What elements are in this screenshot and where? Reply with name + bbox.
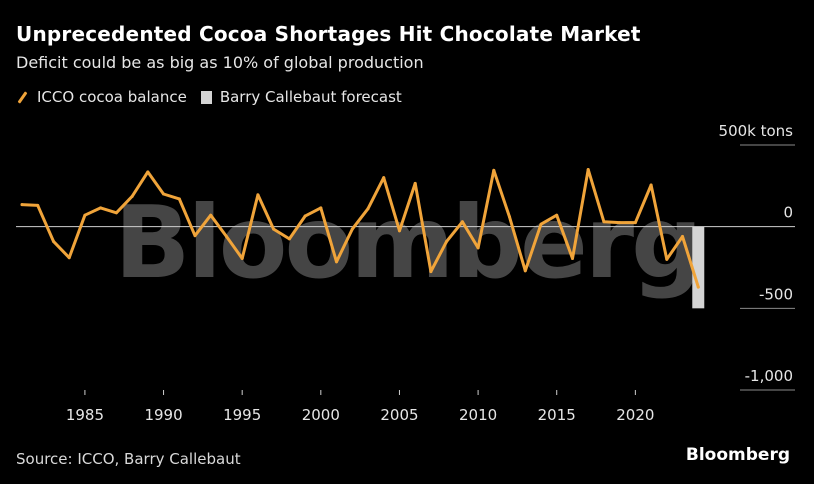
data-point: [51, 239, 55, 243]
x-tick-label: 2015: [538, 406, 576, 424]
data-point: [177, 197, 181, 201]
legend-label-icco: ICCO cocoa balance: [37, 88, 187, 106]
data-point: [382, 176, 386, 180]
data-point: [240, 257, 244, 261]
legend-item-icco: ICCO cocoa balance: [16, 88, 187, 106]
data-point: [696, 285, 700, 289]
data-point: [319, 206, 323, 210]
data-point: [130, 194, 134, 198]
data-point: [287, 237, 291, 241]
data-point: [209, 213, 213, 217]
x-tick-label: 2010: [459, 406, 497, 424]
x-tick-label: 2000: [302, 406, 340, 424]
data-point: [523, 269, 527, 273]
legend-box-swatch: [200, 90, 212, 104]
data-point: [303, 214, 307, 218]
data-point: [162, 192, 166, 196]
data-point: [366, 207, 370, 211]
data-point: [586, 168, 590, 171]
data-point: [146, 170, 150, 174]
data-point: [460, 220, 464, 224]
y-tick-label: -500: [759, 285, 793, 303]
data-point: [445, 239, 449, 243]
y-tick-label: 500k tons: [719, 122, 794, 140]
data-point: [476, 246, 480, 250]
x-tick-label: 1990: [144, 406, 182, 424]
chart-title: Unprecedented Cocoa Shortages Hit Chocol…: [16, 22, 641, 46]
bloomberg-logo: Bloomberg: [685, 445, 790, 465]
data-point: [633, 221, 637, 225]
source-note: Source: ICCO, Barry Callebaut: [16, 450, 241, 468]
x-tick-label: 1985: [66, 406, 104, 424]
data-point: [272, 227, 276, 231]
x-tick-label: 1995: [223, 406, 261, 424]
chart-subtitle: Deficit could be as big as 10% of global…: [16, 53, 424, 72]
data-point: [508, 215, 512, 219]
y-tick-label: 0: [783, 204, 793, 222]
y-tick-label: -1,000: [745, 367, 793, 385]
data-point: [99, 206, 103, 210]
chart-legend: ICCO cocoa balance Barry Callebaut forec…: [16, 88, 416, 106]
data-point: [555, 213, 559, 217]
data-point: [413, 181, 417, 185]
bloomberg-watermark: Bloomberg: [114, 184, 699, 301]
data-point: [67, 256, 71, 260]
data-point: [665, 257, 669, 261]
data-point: [539, 222, 543, 226]
x-tick-label: 2005: [380, 406, 418, 424]
data-point: [256, 193, 260, 197]
data-point: [649, 183, 653, 187]
data-point: [618, 221, 622, 225]
legend-label-forecast: Barry Callebaut forecast: [219, 88, 402, 106]
legend-item-forecast: Barry Callebaut forecast: [200, 88, 402, 106]
data-point: [224, 234, 228, 238]
forecast-bar: [692, 226, 705, 309]
data-point: [193, 234, 197, 238]
data-point: [83, 213, 87, 217]
data-point: [114, 211, 118, 215]
data-point: [20, 203, 24, 207]
data-point: [602, 220, 606, 224]
data-point: [570, 257, 574, 261]
data-point: [397, 229, 401, 233]
data-point: [681, 234, 685, 238]
x-tick-label: 2020: [616, 406, 654, 424]
data-point: [36, 203, 40, 207]
icco-balance-line: [20, 168, 700, 289]
data-point: [492, 168, 496, 172]
data-point: [350, 227, 354, 231]
data-point: [335, 260, 339, 264]
data-point: [429, 270, 433, 274]
